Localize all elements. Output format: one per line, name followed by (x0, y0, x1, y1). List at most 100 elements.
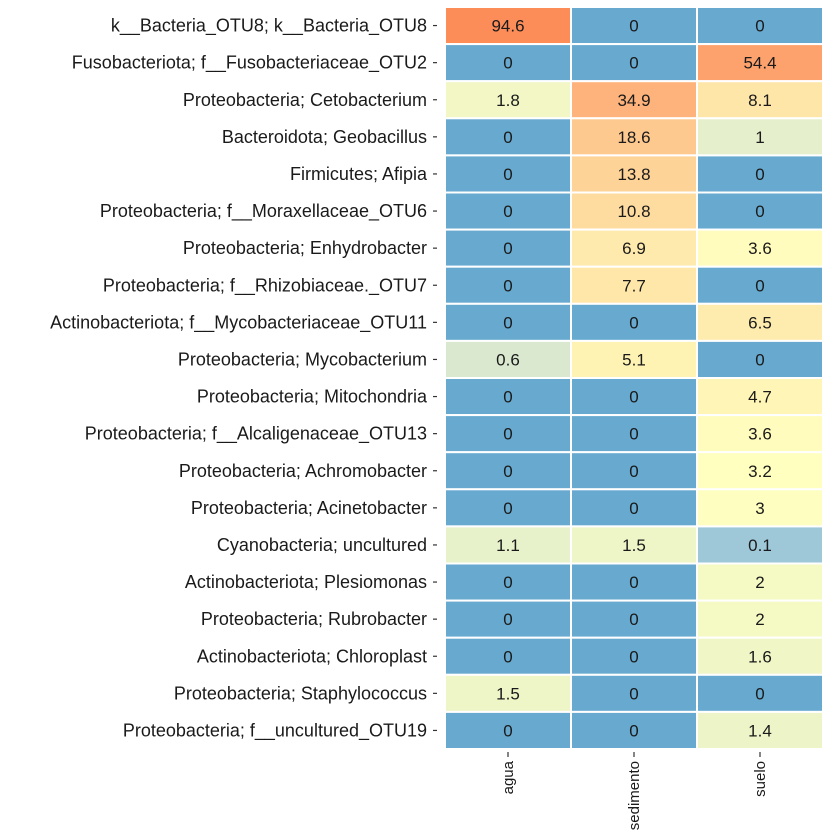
heatmap-cell (444, 451, 572, 491)
cell-value-label: 0 (629, 684, 638, 703)
heatmap-cell (696, 117, 824, 157)
cell-value-label: 5.1 (622, 350, 646, 369)
cell-value-label: 54.4 (743, 54, 776, 73)
heatmap-cell (570, 191, 698, 231)
heatmap-cell (696, 339, 824, 379)
y-tick-label: Bacteroidota; Geobacillus (222, 127, 427, 147)
cell-value-label: 18.6 (617, 128, 650, 147)
cell-value-label: 0 (629, 462, 638, 481)
cell-value-label: 34.9 (617, 91, 650, 110)
heatmap-cell (444, 191, 572, 231)
heatmap-cell (444, 228, 572, 268)
cell-value-label: 0 (629, 425, 638, 444)
heatmap-cell (696, 562, 824, 602)
heatmap-cell (570, 80, 698, 120)
heatmap-cell (696, 451, 824, 491)
cell-value-label: 8.1 (748, 91, 772, 110)
cell-value-label: 4.7 (748, 388, 772, 407)
y-tick-label: Fusobacteriota; f__Fusobacteriaceae_OTU2 (72, 53, 427, 74)
heatmap-cell (696, 488, 824, 528)
cell-value-label: 0 (629, 17, 638, 36)
heatmap-cell (696, 265, 824, 305)
cell-value-label: 0 (503, 462, 512, 481)
cell-value-label: 0 (629, 499, 638, 518)
heatmap-cell (696, 599, 824, 639)
heatmap-cell (570, 154, 698, 194)
heatmap-cell (696, 228, 824, 268)
y-tick-label: Proteobacteria; f__uncultured_OTU19 (123, 720, 427, 741)
heatmap-cell (444, 599, 572, 639)
cell-value-label: 0 (503, 721, 512, 740)
y-tick-label: Proteobacteria; Enhydrobacter (183, 238, 427, 258)
heatmap-cell (570, 673, 698, 713)
cell-value-label: 0 (503, 239, 512, 258)
cell-value-label: 3.2 (748, 462, 772, 481)
cell-value-label: 1 (755, 128, 764, 147)
y-tick-label: Proteobacteria; Cetobacterium (183, 90, 427, 110)
heatmap-cell (696, 43, 824, 83)
heatmap-cell (696, 636, 824, 676)
cell-value-label: 94.6 (491, 17, 524, 36)
cell-value-label: 3.6 (748, 239, 772, 258)
cell-value-label: 0.1 (748, 536, 772, 555)
y-axis-labels: k__Bacteria_OTU8; k__Bacteria_OTU8 Fusoba… (50, 16, 437, 741)
cell-value-label: 0 (503, 499, 512, 518)
heatmap-cell (696, 377, 824, 417)
y-tick-label: k__Bacteria_OTU8; k__Bacteria_OTU8 (111, 16, 427, 37)
cell-value-label: 0 (503, 313, 512, 332)
cell-value-label: 0 (503, 202, 512, 221)
cell-value-label: 0 (629, 647, 638, 666)
cell-value-label: 6.5 (748, 313, 772, 332)
x-axis-labels: agua sedimento suelo (500, 752, 769, 830)
x-tick-label: suelo (752, 761, 769, 797)
heatmap-cell (696, 414, 824, 454)
cell-value-label: 0 (629, 573, 638, 592)
heatmap-cell (570, 636, 698, 676)
heatmap-cell (696, 525, 824, 565)
cell-value-label: 0 (503, 128, 512, 147)
cell-value-label: 0 (503, 276, 512, 295)
cell-value-label: 0 (629, 313, 638, 332)
cell-value-label: 0 (755, 202, 764, 221)
heatmap-cell (696, 710, 824, 751)
cell-value-label: 2 (755, 573, 764, 592)
cell-value-label: 1.1 (496, 536, 520, 555)
cell-value-label: 0.6 (496, 350, 520, 369)
cell-value-label: 0 (503, 54, 512, 73)
cell-value-label: 13.8 (617, 165, 650, 184)
y-tick-label: Proteobacteria; Rubrobacter (201, 609, 427, 629)
heatmap-cell (444, 562, 572, 602)
heatmap-cell (696, 191, 824, 231)
cell-value-label: 0 (503, 165, 512, 184)
heatmap-cell (696, 302, 824, 342)
cell-value-label: 6.9 (622, 239, 646, 258)
heatmap-cell (570, 228, 698, 268)
cell-value-label: 1.5 (496, 684, 520, 703)
y-tick-label: Proteobacteria; Acinetobacter (191, 498, 427, 518)
heatmap-cell (570, 710, 698, 751)
heatmap-cell (570, 265, 698, 305)
y-tick-label: Actinobacteriota; Plesiomonas (185, 572, 427, 592)
heatmap-cells: 94.6 0 0 0 0 54.4 1.8 34.9 8.1 0 18.6 1 0 13.8 0 0 10.8 0… (444, 6, 824, 751)
cell-value-label: 0 (629, 388, 638, 407)
cell-value-label: 3 (755, 499, 764, 518)
cell-value-label: 2 (755, 610, 764, 629)
y-tick-label: Proteobacteria; f__Alcaligenaceae_OTU13 (85, 424, 427, 445)
heatmap-cell (570, 339, 698, 379)
cell-value-label: 10.8 (617, 202, 650, 221)
y-tick-label: Proteobacteria; Achromobacter (179, 461, 427, 481)
cell-value-label: 0 (755, 276, 764, 295)
cell-value-label: 0 (503, 388, 512, 407)
cell-value-label: 0 (755, 17, 764, 36)
y-tick-label: Actinobacteriota; Chloroplast (197, 646, 427, 666)
x-tick-label: sedimento (626, 761, 643, 830)
cell-value-label: 0 (755, 165, 764, 184)
heatmap-cell (444, 377, 572, 417)
y-tick-label: Proteobacteria; f__Rhizobiaceae._OTU7 (103, 275, 427, 296)
cell-value-label: 7.7 (622, 276, 646, 295)
y-tick-label: Proteobacteria; Mitochondria (197, 387, 428, 407)
cell-value-label: 0 (503, 610, 512, 629)
y-tick-label: Proteobacteria; Mycobacterium (178, 349, 427, 369)
cell-value-label: 0 (755, 684, 764, 703)
y-tick-label: Firmicutes; Afipia (290, 164, 428, 184)
